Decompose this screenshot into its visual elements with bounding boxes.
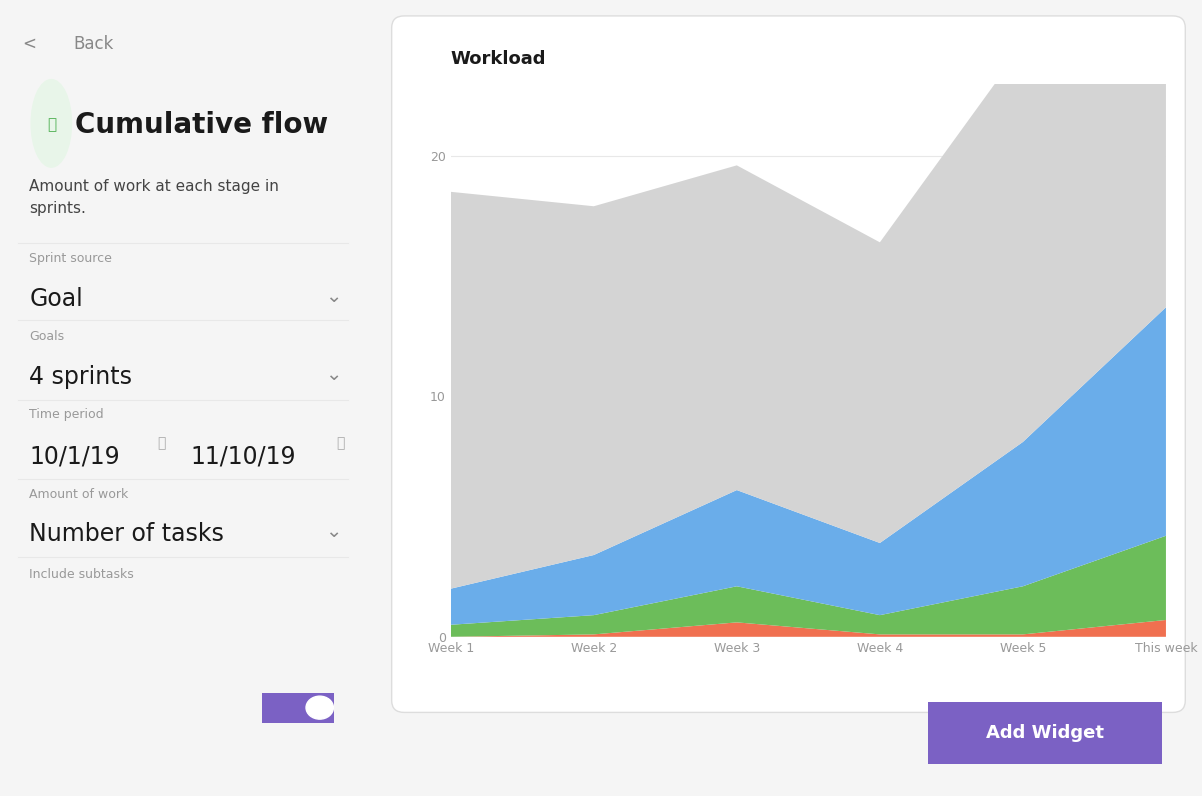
FancyBboxPatch shape: [250, 685, 347, 731]
Circle shape: [31, 80, 71, 167]
Text: ⌄: ⌄: [325, 522, 341, 541]
Text: Goal: Goal: [29, 287, 83, 310]
Text: <: <: [23, 35, 36, 53]
Text: Add Widget: Add Widget: [986, 724, 1105, 742]
Text: 10/1/19: 10/1/19: [29, 444, 120, 468]
Text: Back: Back: [73, 35, 114, 53]
Text: Include subtasks: Include subtasks: [29, 568, 135, 580]
Text: Amount of work: Amount of work: [29, 488, 129, 501]
Circle shape: [307, 696, 333, 719]
Text: 🗓: 🗓: [337, 436, 345, 451]
Text: Cumulative flow: Cumulative flow: [75, 111, 328, 139]
Text: Sprint source: Sprint source: [29, 252, 112, 265]
Text: 📊: 📊: [47, 118, 55, 132]
Text: Amount of work at each stage in
sprints.: Amount of work at each stage in sprints.: [29, 179, 279, 217]
FancyBboxPatch shape: [392, 16, 1185, 712]
FancyBboxPatch shape: [909, 697, 1182, 769]
Text: Time period: Time period: [29, 408, 103, 421]
Text: ⌄: ⌄: [325, 365, 341, 384]
Text: 11/10/19: 11/10/19: [191, 444, 296, 468]
Text: ⌄: ⌄: [325, 287, 341, 306]
Text: 🗓: 🗓: [157, 436, 166, 451]
Text: X: X: [1115, 32, 1132, 56]
Text: Goals: Goals: [29, 330, 65, 343]
Text: Workload: Workload: [451, 50, 546, 68]
Text: Number of tasks: Number of tasks: [29, 522, 225, 546]
Text: 4 sprints: 4 sprints: [29, 365, 132, 388]
